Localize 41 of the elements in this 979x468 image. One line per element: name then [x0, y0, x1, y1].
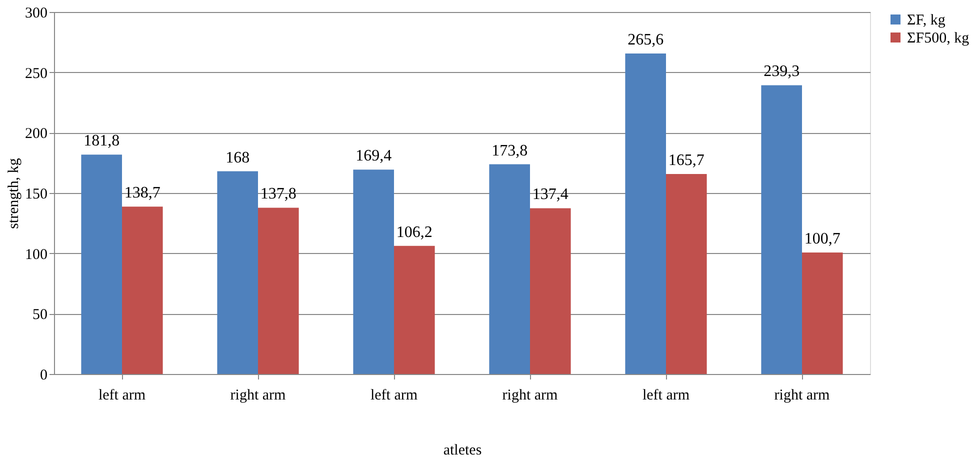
bar	[122, 206, 163, 374]
x-tick-label: left arm	[642, 388, 690, 404]
y-tick-label: 150	[25, 186, 48, 202]
bar	[625, 54, 666, 374]
y-tick-label: 200	[25, 126, 48, 142]
bar	[666, 174, 707, 374]
bar	[394, 246, 435, 374]
bar	[353, 170, 394, 374]
bar	[81, 154, 122, 374]
bar	[761, 85, 802, 374]
data-label: 181,8	[84, 132, 120, 150]
legend-label: ΣF500, kg	[907, 30, 970, 46]
x-tick-label: left arm	[370, 388, 418, 404]
data-label: 239,3	[764, 63, 800, 80]
legend-label: ΣF, kg	[907, 12, 946, 28]
y-tick-label: 100	[25, 246, 48, 263]
data-label: 168	[226, 149, 250, 166]
data-label: 100,7	[804, 230, 840, 248]
data-label: 137,8	[260, 186, 296, 203]
x-tick-label: left arm	[98, 388, 146, 404]
y-tick-label: 50	[32, 307, 48, 324]
data-label: 106,2	[396, 224, 432, 241]
bar	[258, 208, 299, 374]
data-label: 169,4	[356, 148, 392, 165]
bar	[217, 171, 258, 374]
y-tick-label: 300	[25, 6, 48, 22]
y-tick-label: 250	[25, 66, 48, 82]
data-label: 137,4	[532, 186, 568, 204]
data-label: 265,6	[628, 32, 664, 49]
x-tick-label: right arm	[774, 388, 830, 404]
bar	[530, 208, 571, 374]
data-label: 138,7	[124, 184, 160, 202]
x-tick-label: right arm	[230, 388, 286, 404]
y-axis-title: strength, kg	[6, 158, 22, 229]
bar	[489, 164, 530, 374]
y-tick-label: 0	[40, 368, 48, 384]
bar	[802, 252, 843, 374]
x-axis-title: atletes	[443, 442, 482, 458]
x-tick-label: right arm	[502, 388, 558, 404]
data-label: 173,8	[492, 142, 528, 160]
data-label: 165,7	[668, 152, 704, 170]
